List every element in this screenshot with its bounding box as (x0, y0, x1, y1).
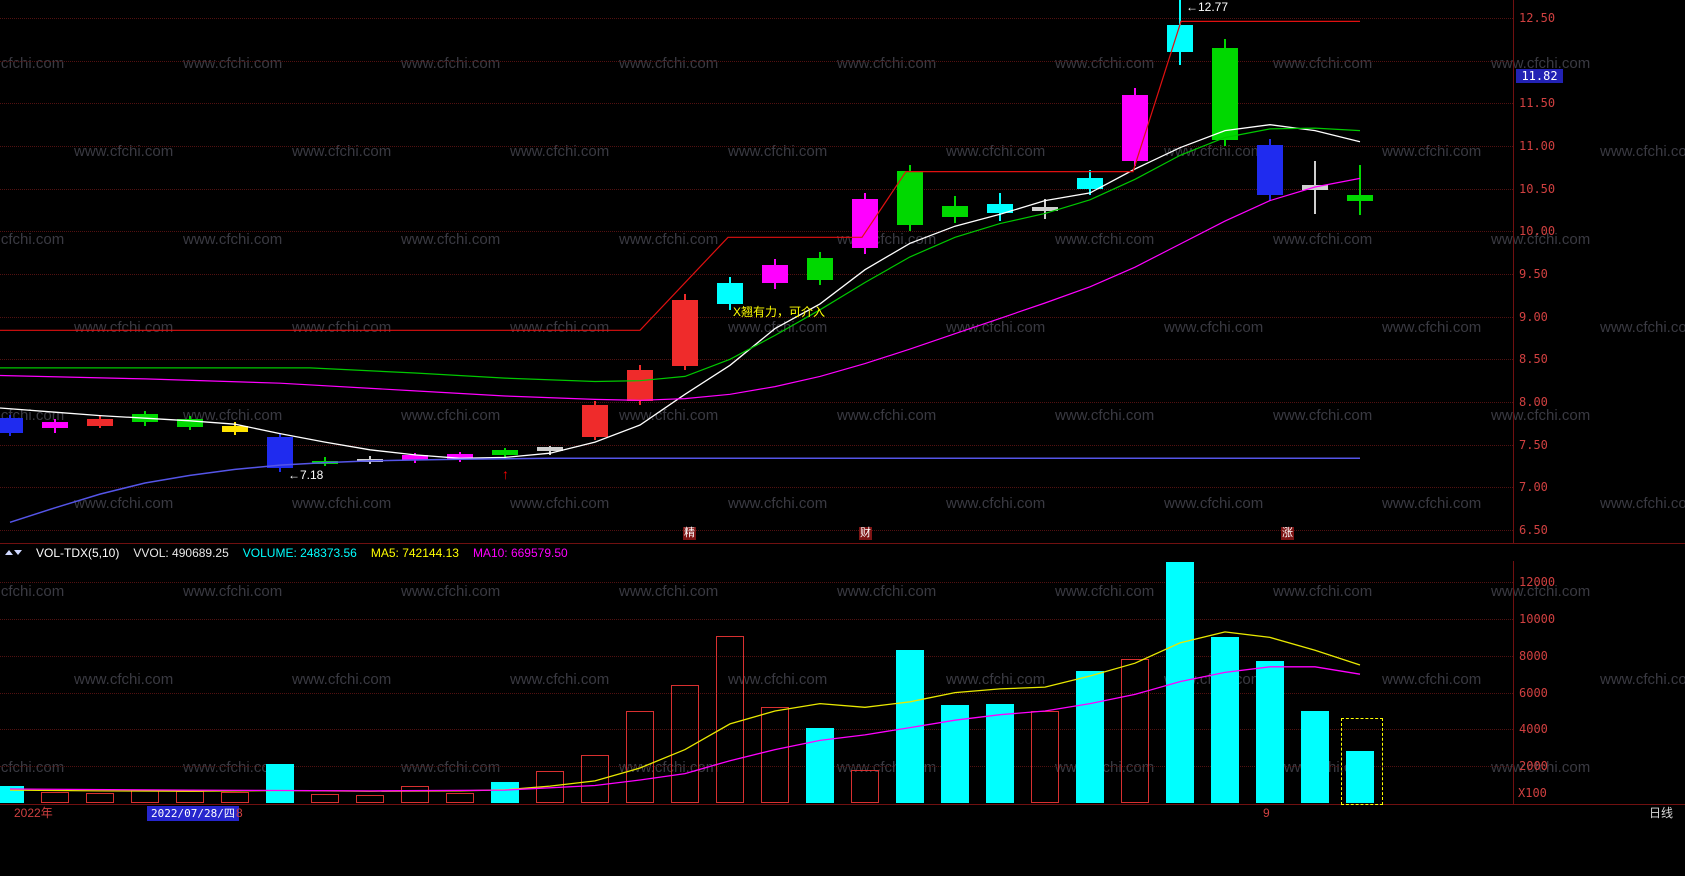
price-axis-label: 12.50 (1519, 11, 1556, 25)
price-axis-label: 6.50 (1519, 522, 1548, 537)
status-bar: 2022年 2022/07/28/四 日线 8 9 (0, 805, 1685, 822)
price-axis-label: 7.50 (1519, 437, 1548, 452)
volume-axis-label: 4000 (1519, 722, 1548, 737)
right-axis-border (1513, 0, 1514, 804)
volume-bar[interactable] (446, 793, 474, 803)
volume-bar[interactable] (221, 791, 249, 803)
high-price-callout: ←12.77 (1186, 0, 1229, 14)
price-axis-label: 7.00 (1519, 480, 1548, 495)
selected-date-box[interactable]: 2022/07/28/四 (147, 806, 239, 821)
current-price-badge: 11.82 (1516, 69, 1563, 84)
volume-bar[interactable] (86, 792, 114, 803)
event-marker[interactable]: 财 (859, 527, 872, 540)
price-gridline (0, 529, 1513, 531)
indicator-name[interactable]: VOL-TDX(5,10) (36, 545, 120, 560)
month-axis-label: 9 (1263, 806, 1270, 820)
price-volume-pane-divider (0, 543, 1685, 544)
price-axis-label: 8.50 (1519, 352, 1548, 367)
price-axis-label: 8.00 (1519, 394, 1548, 409)
period-label[interactable]: 日线 (1649, 806, 1674, 820)
volume-axis-label: 2000 (1519, 759, 1548, 774)
month-axis-label: 8 (236, 806, 243, 820)
indicator-header: VOL-TDX(5,10) VVOL: 490689.25 VOLUME: 2483… (0, 544, 1518, 561)
volume-bar[interactable] (311, 793, 339, 803)
year-label: 2022年 (14, 806, 53, 820)
price-axis-label: 11.50 (1519, 96, 1556, 111)
volume-gridline (0, 619, 1513, 620)
event-marker[interactable]: 涨 (1281, 527, 1294, 540)
volume-axis-label: 8000 (1519, 648, 1548, 663)
volume-bar[interactable] (356, 795, 384, 803)
indicator-collapse-icon[interactable] (5, 550, 22, 555)
indicator-volume-value: VOLUME: 248373.56 (242, 545, 357, 560)
volume-unit-label: X100 (1518, 786, 1547, 800)
indicator-vvol-value: VVOL: 490689.25 (133, 545, 229, 560)
volume-axis-label: 10000 (1519, 612, 1556, 626)
price-axis-label: 10.50 (1519, 181, 1556, 196)
price-gridline (0, 18, 1513, 19)
statusbar-divider (0, 804, 1685, 805)
price-axis-label: 11.00 (1519, 138, 1556, 153)
volume-axis-label: 6000 (1519, 685, 1548, 700)
volume-bar[interactable] (41, 791, 69, 803)
indicator-ma5-value: MA5: 742144.13 (370, 545, 459, 560)
price-axis-label: 9.00 (1519, 309, 1548, 324)
indicator-ma10-value: MA10: 669579.50 (472, 545, 568, 560)
price-axis-label: 9.50 (1519, 266, 1548, 281)
volume-gridline (0, 582, 1513, 584)
price-axis-label: 10.00 (1519, 224, 1556, 239)
event-marker[interactable]: 精 (683, 527, 696, 540)
volume-axis-label: 12000 (1519, 575, 1556, 590)
